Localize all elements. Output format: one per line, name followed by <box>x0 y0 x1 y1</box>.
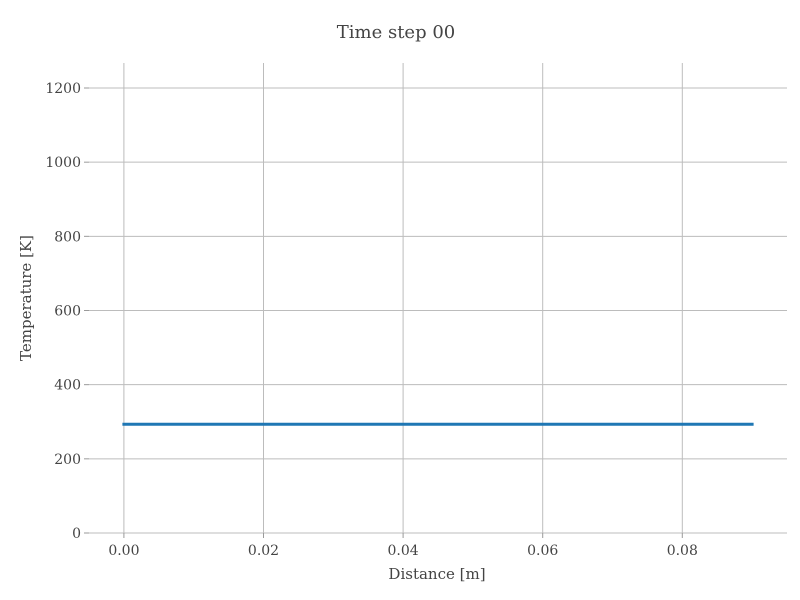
x-tick-label: 0.08 <box>667 543 698 559</box>
y-tick-label: 1000 <box>45 155 81 171</box>
y-tick-label: 1200 <box>45 81 81 97</box>
chart-title: Time step 00 <box>337 22 455 43</box>
y-tick-label: 0 <box>72 526 81 542</box>
y-tick-label: 400 <box>54 378 81 394</box>
axis-ticks: 0.00 0.02 0.04 0.06 0.08 0 200 400 600 800 1000 120… <box>45 81 698 559</box>
x-tick-label: 0.06 <box>527 543 558 559</box>
x-tick-label: 0.02 <box>248 543 279 559</box>
grid <box>89 63 787 534</box>
x-tick-label: 0.04 <box>388 543 419 559</box>
y-axis-label: Temperature [K] <box>17 235 35 361</box>
x-tick-label: 0.00 <box>108 543 139 559</box>
y-tick-label: 800 <box>54 229 81 245</box>
y-tick-label: 600 <box>54 304 81 320</box>
x-axis-label: Distance [m] <box>388 565 485 583</box>
y-tick-label: 200 <box>54 452 81 468</box>
